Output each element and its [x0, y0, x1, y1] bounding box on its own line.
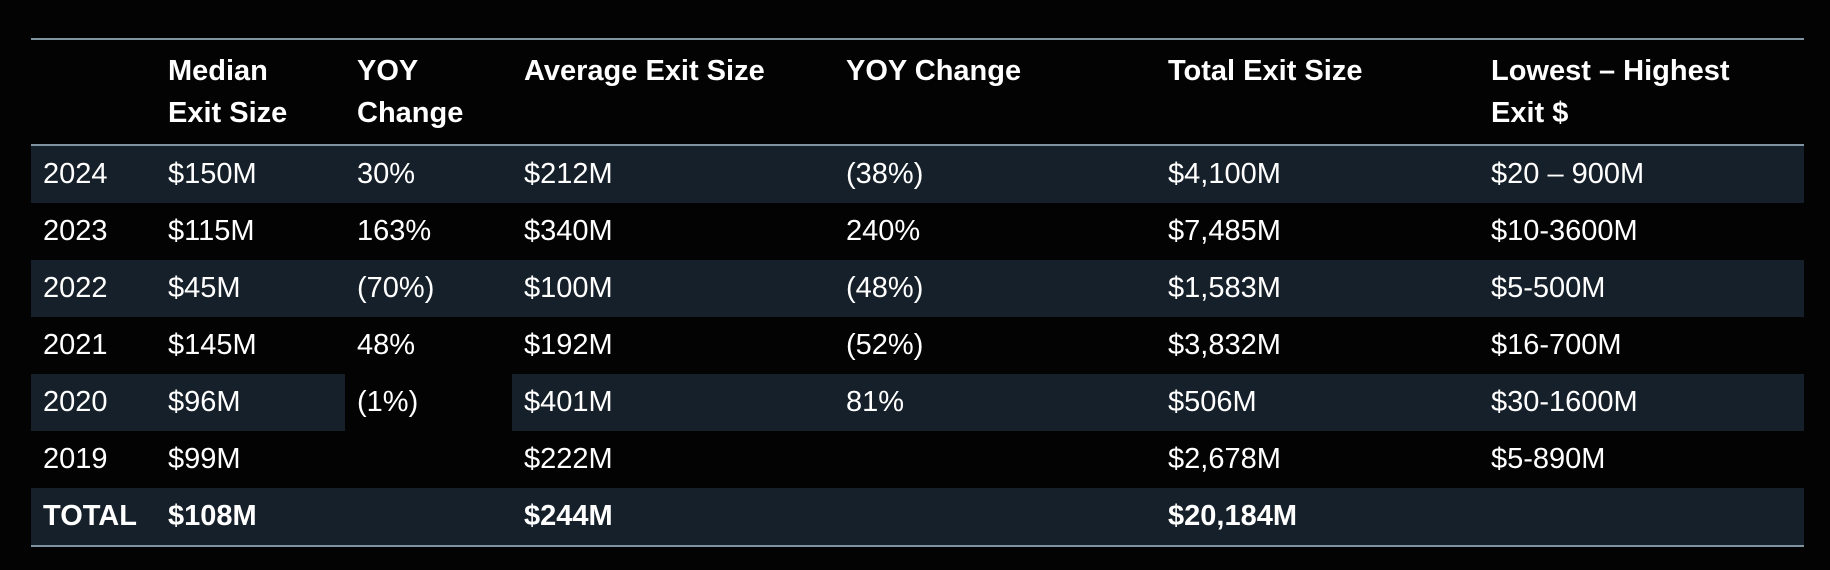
header-median-exit-size: Median Exit Size [156, 39, 345, 145]
cell-median: $99M [156, 431, 345, 488]
cell-range: $5-890M [1479, 431, 1804, 488]
cell-total: $7,485M [1156, 203, 1479, 260]
header-yoy-change-median: YOY Change [345, 39, 512, 145]
cell-yoy-average: (48%) [834, 260, 1156, 317]
cell-total: $1,583M [1156, 260, 1479, 317]
cell-year: 2020 [31, 374, 156, 431]
cell-yoy-median: 30% [345, 145, 512, 203]
cell-median: $150M [156, 145, 345, 203]
cell-median: $115M [156, 203, 345, 260]
header-median-line2: Exit Size [168, 97, 288, 129]
exit-size-table: Median Exit Size YOY Change Average Exit… [31, 38, 1804, 547]
header-lowest-highest-exit: Lowest – Highest Exit $ [1479, 39, 1804, 145]
cell-yoy-median: 163% [345, 203, 512, 260]
header-yoy-change-average: YOY Change [846, 55, 1022, 87]
cell-total-median: $108M [156, 488, 345, 546]
header-year [31, 39, 156, 145]
cell-total: $4,100M [1156, 145, 1479, 203]
table-row: 2019 $99M $222M $2,678M $5-890M [31, 431, 1804, 488]
table-row: 2020 $96M (1%) $401M 81% $506M $30-1600M [31, 374, 1804, 431]
header-yoy1-line1: YOY [357, 55, 419, 87]
cell-yoy-average [834, 431, 1156, 488]
cell-yoy-median [345, 431, 512, 488]
cell-total: $506M [1156, 374, 1479, 431]
cell-total-range [1479, 488, 1804, 546]
table-row: 2022 $45M (70%) $100M (48%) $1,583M $5-5… [31, 260, 1804, 317]
cell-median: $145M [156, 317, 345, 374]
cell-range: $10-3600M [1479, 203, 1804, 260]
cell-total-yoy-average [834, 488, 1156, 546]
cell-yoy-average: (52%) [834, 317, 1156, 374]
cell-yoy-median: (70%) [345, 260, 512, 317]
cell-year: 2024 [31, 145, 156, 203]
cell-year: 2023 [31, 203, 156, 260]
total-row: TOTAL $108M $244M $20,184M [31, 488, 1804, 546]
cell-yoy-average: 240% [834, 203, 1156, 260]
cell-total-average: $244M [512, 488, 834, 546]
cell-average: $100M [512, 260, 834, 317]
cell-year: 2021 [31, 317, 156, 374]
cell-range: $16-700M [1479, 317, 1804, 374]
table-row: 2021 $145M 48% $192M (52%) $3,832M $16-7… [31, 317, 1804, 374]
cell-range: $20 – 900M [1479, 145, 1804, 203]
header-median-line1: Median [168, 55, 268, 87]
cell-total-yoy-median [345, 488, 512, 546]
header-total-exit-size: Total Exit Size [1168, 55, 1363, 87]
cell-average: $340M [512, 203, 834, 260]
table-row: 2023 $115M 163% $340M 240% $7,485M $10-3… [31, 203, 1804, 260]
cell-average: $192M [512, 317, 834, 374]
cell-yoy-median: (1%) [345, 374, 512, 431]
cell-median: $45M [156, 260, 345, 317]
cell-total-total: $20,184M [1156, 488, 1479, 546]
header-range-line2: Exit $ [1491, 97, 1569, 129]
cell-total: $2,678M [1156, 431, 1479, 488]
cell-average: $401M [512, 374, 834, 431]
cell-total-label: TOTAL [31, 488, 156, 546]
cell-median: $96M [156, 374, 345, 431]
cell-year: 2019 [31, 431, 156, 488]
header-average-exit-size: Average Exit Size [524, 55, 765, 87]
cell-average: $212M [512, 145, 834, 203]
header-range-line1: Lowest – Highest [1491, 55, 1730, 87]
table-row: 2024 $150M 30% $212M (38%) $4,100M $20 –… [31, 145, 1804, 203]
cell-yoy-median: 48% [345, 317, 512, 374]
cell-yoy-average: 81% [834, 374, 1156, 431]
cell-total: $3,832M [1156, 317, 1479, 374]
header-row: Median Exit Size YOY Change Average Exit… [31, 39, 1804, 145]
cell-range: $5-500M [1479, 260, 1804, 317]
header-yoy1-line2: Change [357, 97, 464, 129]
cell-range: $30-1600M [1479, 374, 1804, 431]
cell-yoy-average: (38%) [834, 145, 1156, 203]
cell-average: $222M [512, 431, 834, 488]
cell-year: 2022 [31, 260, 156, 317]
